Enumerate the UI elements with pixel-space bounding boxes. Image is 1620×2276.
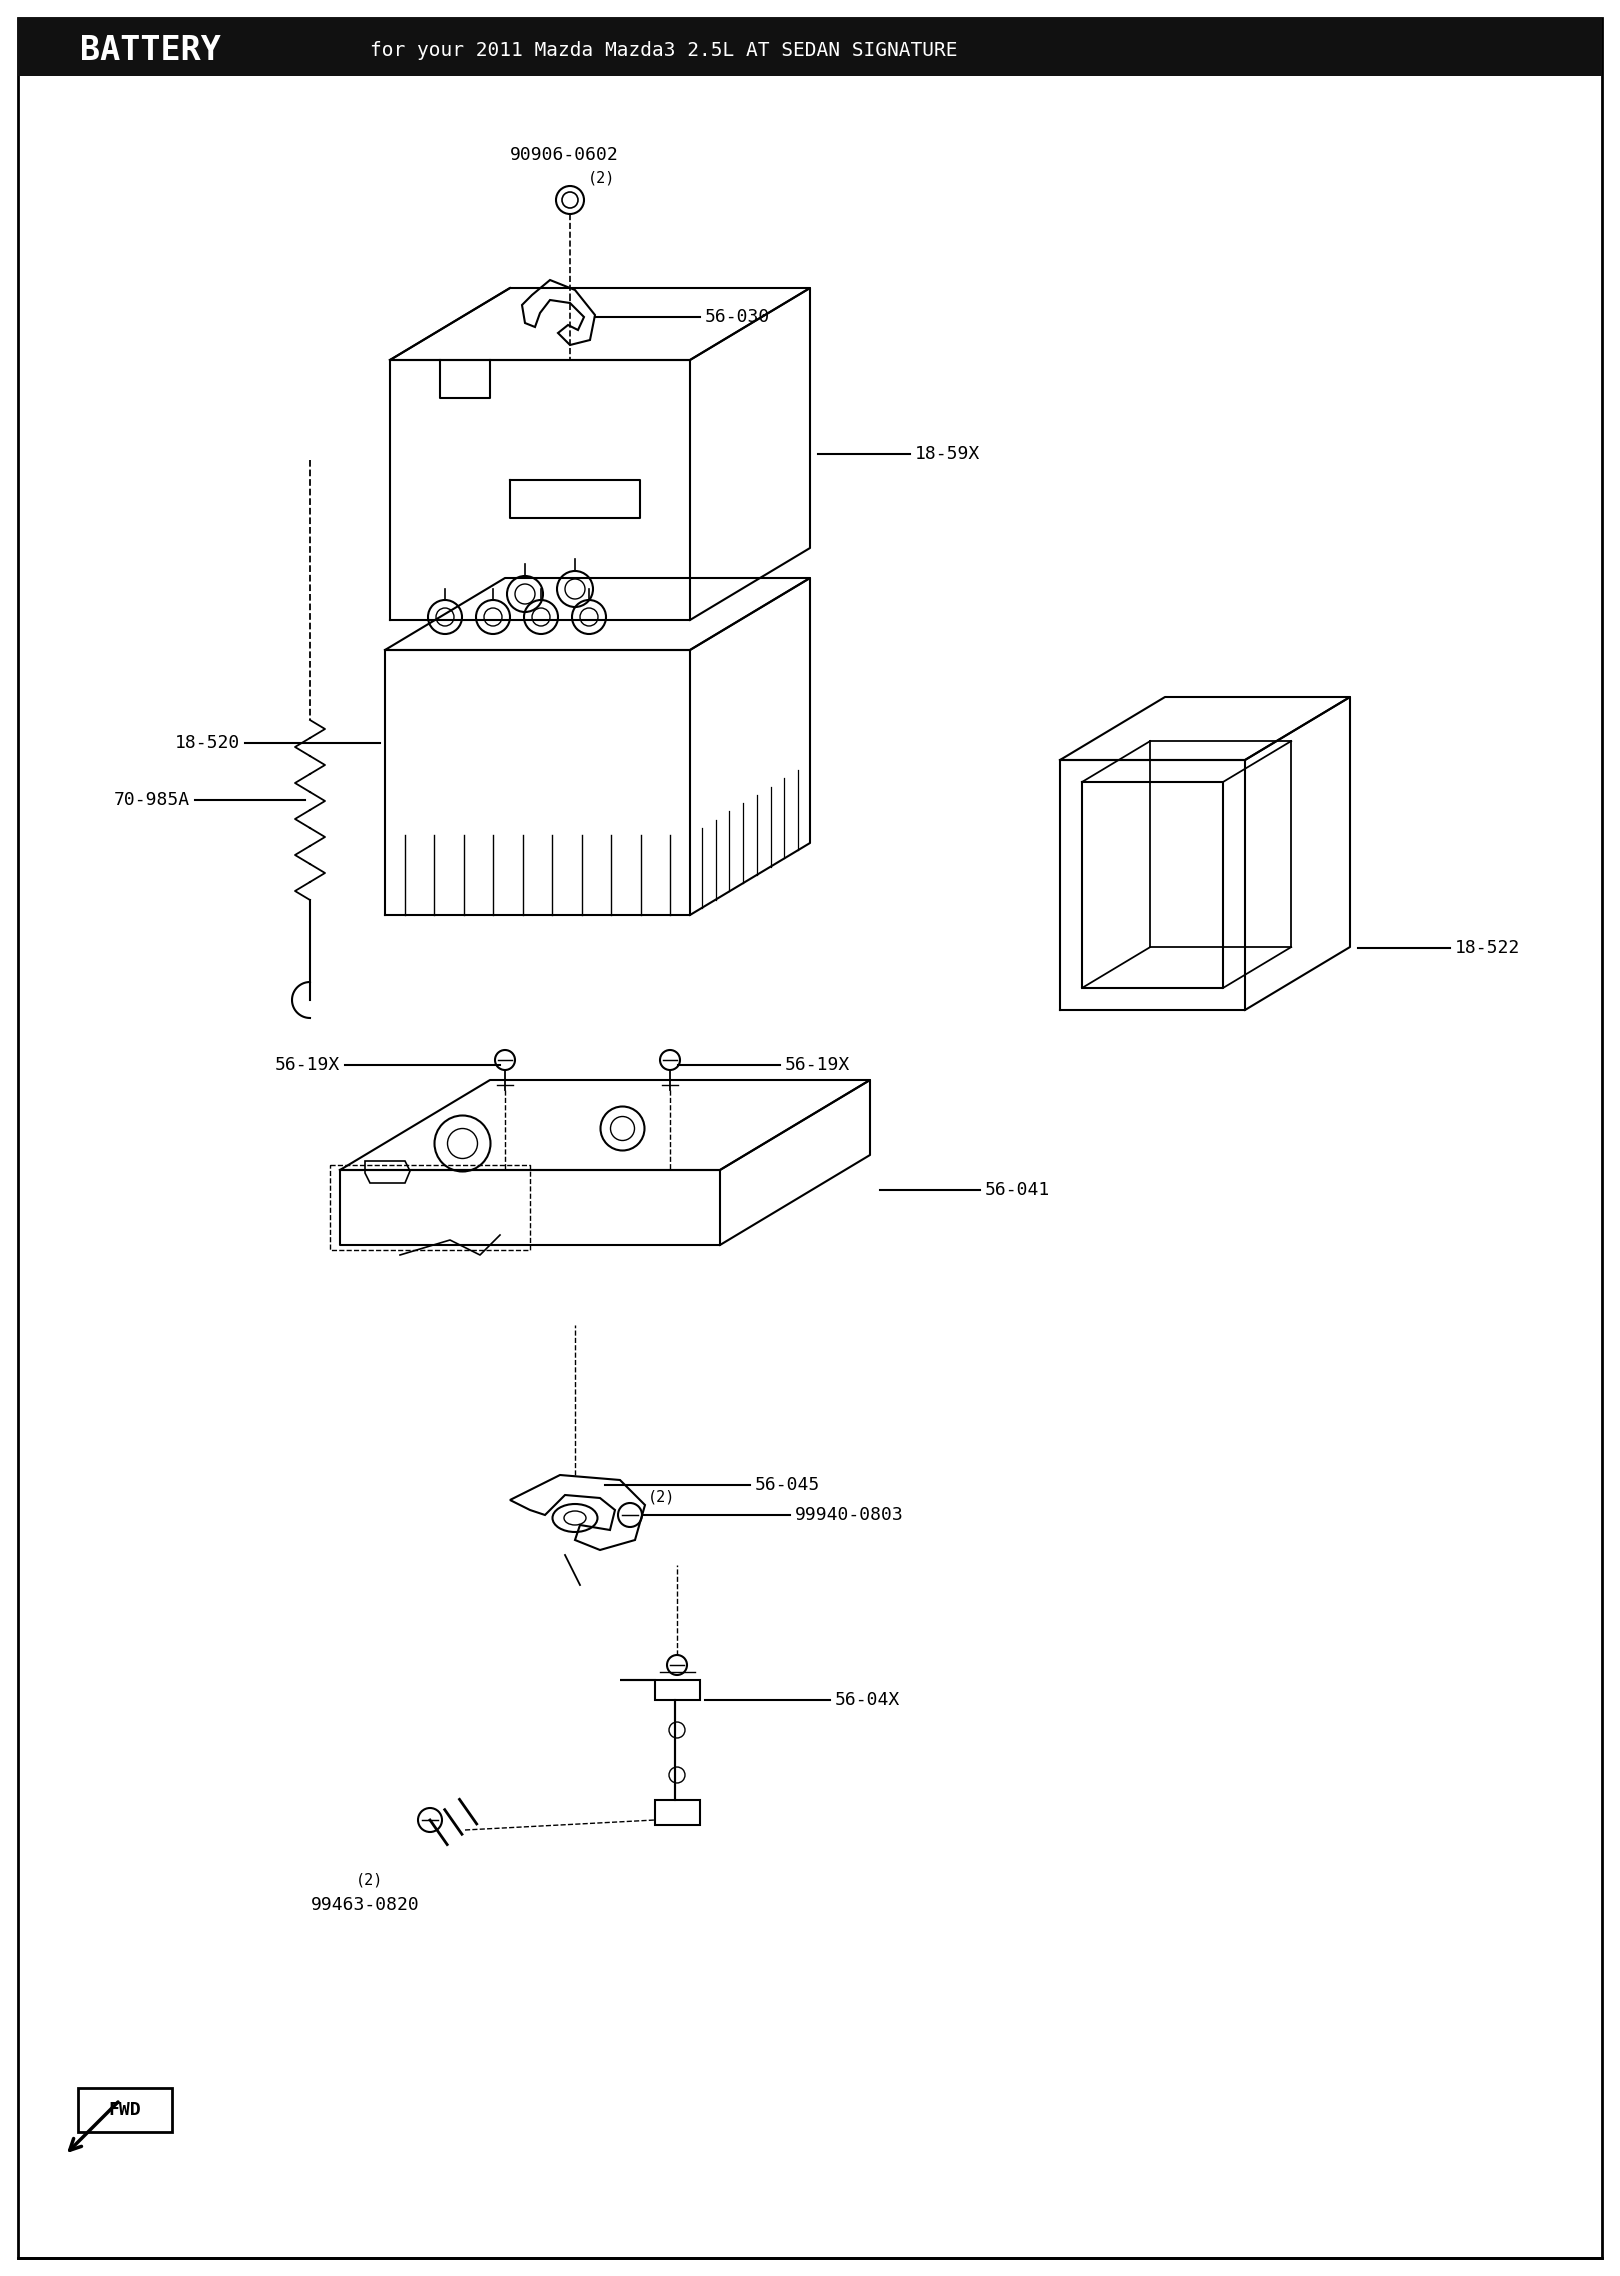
Bar [18,18,1602,75]
Text: 56-04X: 56-04X [834,1691,901,1709]
Text: 99940-0803: 99940-0803 [795,1507,904,1525]
Text: 56-19X: 56-19X [275,1056,340,1074]
Text: for your 2011 Mazda Mazda3 2.5L AT SEDAN SIGNATURE: for your 2011 Mazda Mazda3 2.5L AT SEDAN… [369,41,957,59]
Text: 18-520: 18-520 [175,733,240,751]
Text: 56-045: 56-045 [755,1477,820,1493]
Text: 99463-0820: 99463-0820 [311,1896,420,1914]
Text: 18-59X: 18-59X [915,446,980,462]
Text: 90906-0602: 90906-0602 [510,146,619,164]
Text: 56-030: 56-030 [705,307,770,325]
FancyBboxPatch shape [78,2087,172,2133]
Text: 56-19X: 56-19X [786,1056,850,1074]
Text: 18-522: 18-522 [1455,938,1520,956]
Text: (2): (2) [648,1489,676,1504]
Text: 70-985A: 70-985A [113,792,190,808]
Text: 56-041: 56-041 [985,1181,1050,1199]
Text: FWD: FWD [109,2101,141,2119]
Text: BATTERY: BATTERY [79,34,220,66]
Text: (2): (2) [588,171,616,187]
Text: (2): (2) [356,1873,384,1887]
